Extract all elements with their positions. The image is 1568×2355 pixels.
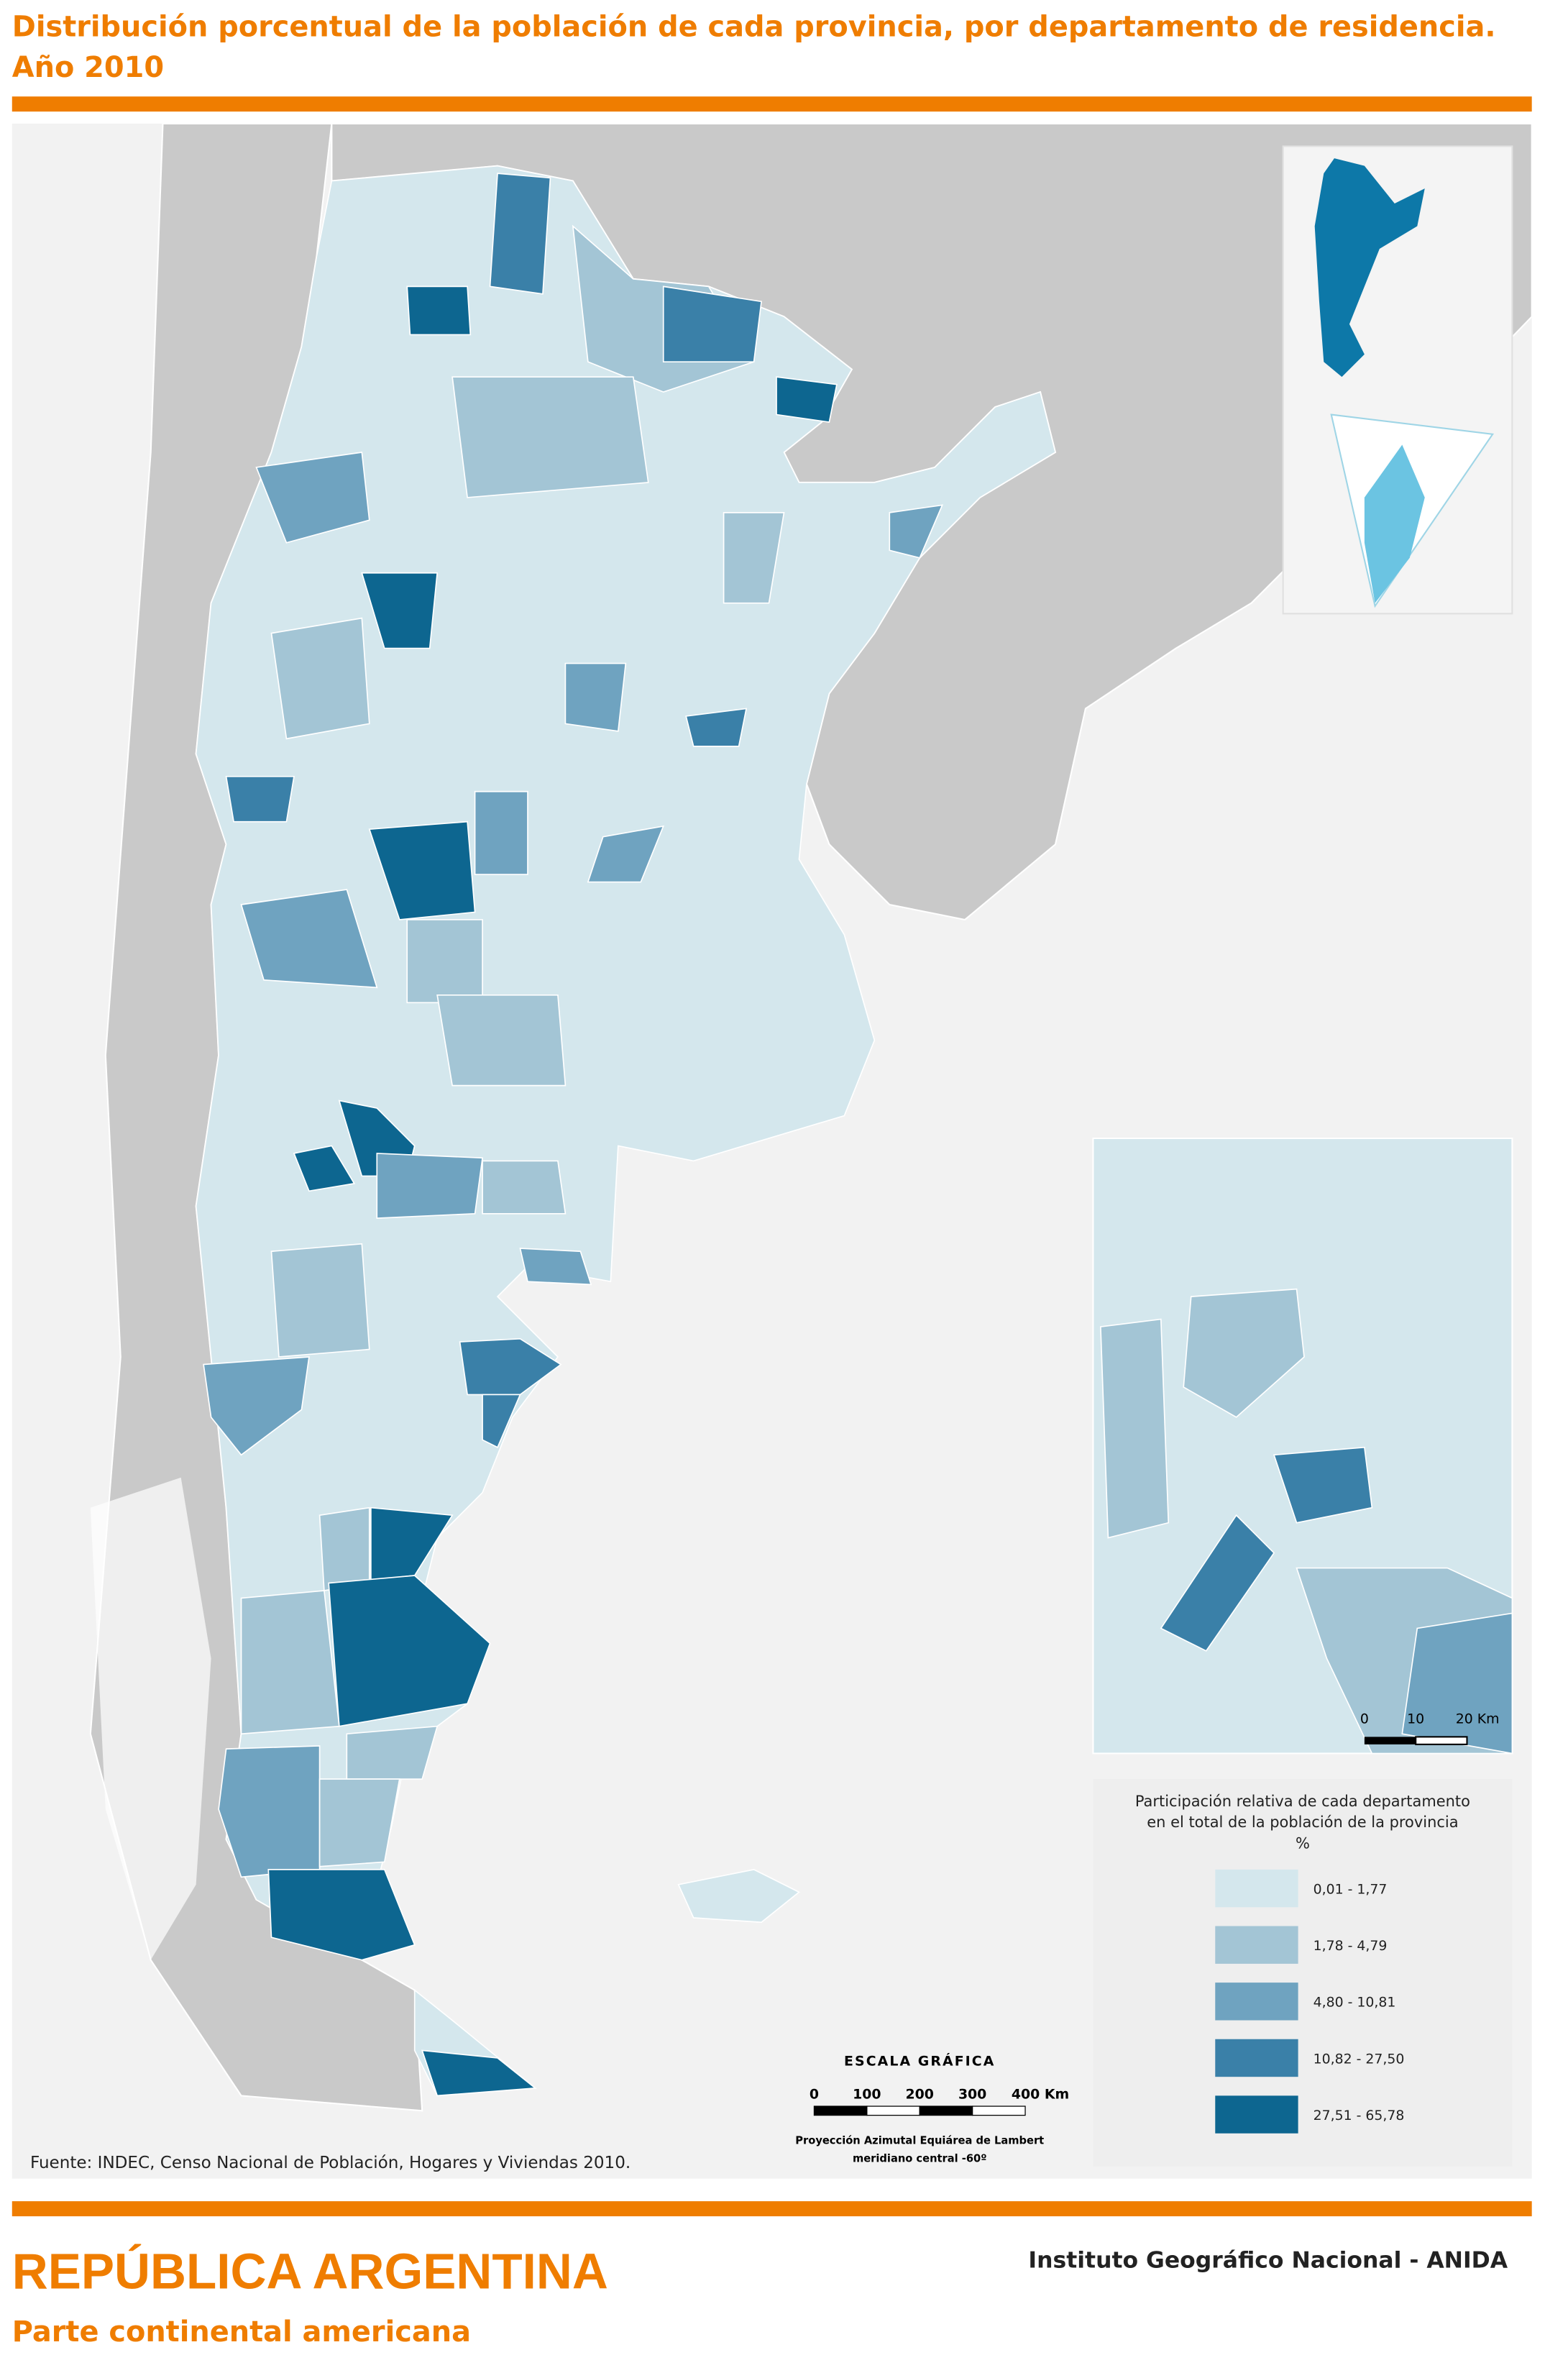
scale-title: ESCALA GRÁFICA bbox=[844, 2052, 995, 2069]
scale-label: 200 bbox=[906, 2087, 934, 2103]
detail-scale-bar bbox=[1415, 1736, 1468, 1745]
region bbox=[662, 285, 762, 363]
title-line: Año 2010 bbox=[12, 51, 164, 84]
legend-box bbox=[1093, 1779, 1513, 2167]
region bbox=[318, 1778, 400, 1867]
region bbox=[346, 1725, 439, 1780]
scale-segment bbox=[813, 2105, 868, 2116]
region bbox=[406, 285, 472, 336]
region bbox=[203, 1356, 310, 1456]
scale-segment bbox=[972, 2105, 1026, 2116]
footer-subtitle: Parte continental americana bbox=[12, 2315, 471, 2349]
detail-scale-label: 0 bbox=[1360, 1711, 1369, 1727]
region bbox=[270, 1243, 370, 1358]
legend-label: 27,51 - 65,78 bbox=[1313, 2108, 1405, 2123]
region bbox=[376, 1153, 484, 1219]
projection: meridiano central -60º bbox=[853, 2153, 987, 2165]
region bbox=[1160, 1514, 1275, 1652]
argentina bbox=[195, 165, 1056, 2097]
detail-scale-bar bbox=[1364, 1737, 1416, 1744]
region bbox=[564, 662, 627, 732]
scale-label: 0 bbox=[810, 2087, 819, 2103]
legend: Participación relativa de cada departame… bbox=[1135, 1793, 1470, 2134]
region bbox=[421, 2049, 537, 2097]
scale-segment bbox=[919, 2105, 973, 2116]
legend-label: 0,01 - 1,77 bbox=[1313, 1881, 1388, 1897]
region bbox=[255, 452, 370, 544]
legend-label: 4,80 - 10,81 bbox=[1313, 1995, 1396, 2011]
region bbox=[451, 376, 649, 498]
region bbox=[685, 708, 748, 747]
legend-title: en el total de la población de la provin… bbox=[1147, 1814, 1458, 1831]
region bbox=[293, 1145, 356, 1192]
region bbox=[482, 1394, 521, 1448]
region bbox=[436, 994, 567, 1087]
region bbox=[519, 1248, 592, 1286]
region bbox=[1401, 1612, 1513, 1755]
region bbox=[406, 919, 483, 1004]
legend-title: % bbox=[1296, 1835, 1310, 1852]
region bbox=[361, 572, 439, 649]
legend-swatch bbox=[1215, 1926, 1298, 1964]
legend-label: 1,78 - 4,79 bbox=[1313, 1938, 1388, 1954]
region bbox=[270, 617, 370, 740]
source: Fuente: INDEC, Censo Nacional de Poblaci… bbox=[30, 2154, 631, 2172]
projection: Proyección Azimutal Equiárea de Lambert bbox=[795, 2134, 1044, 2146]
region bbox=[489, 173, 551, 295]
region bbox=[482, 1160, 567, 1215]
scale-segment bbox=[866, 2105, 920, 2116]
scale-label: 100 bbox=[853, 2087, 881, 2103]
region bbox=[267, 1869, 416, 1961]
region bbox=[368, 820, 476, 920]
legend-swatch bbox=[1215, 1869, 1298, 1908]
detail-scale-label: 10 bbox=[1407, 1711, 1424, 1727]
detail-regions bbox=[1100, 1288, 1513, 1755]
footer-title: REPÚBLICA ARGENTINA bbox=[12, 2244, 608, 2300]
header-bar bbox=[12, 96, 1532, 112]
region bbox=[776, 376, 838, 424]
legend-swatch bbox=[1215, 1983, 1298, 2021]
legend-title: Participación relativa de cada departame… bbox=[1135, 1793, 1470, 1810]
legend-swatch bbox=[1215, 2039, 1298, 2077]
scale-label: 400 Km bbox=[1012, 2087, 1069, 2103]
region bbox=[474, 790, 528, 875]
region bbox=[225, 775, 295, 823]
footer-bar bbox=[12, 2201, 1532, 2217]
locator-antarctica bbox=[1364, 444, 1425, 603]
scale: 0 100 200 300 400 Km bbox=[810, 2087, 1069, 2116]
institution: Instituto Geográfico Nacional - ANIDA bbox=[1028, 2247, 1508, 2273]
region bbox=[723, 512, 785, 604]
title-line: Distribución porcentual de la población … bbox=[12, 10, 1496, 43]
region bbox=[1183, 1288, 1305, 1418]
locator-argentina bbox=[1314, 158, 1425, 378]
region bbox=[459, 1337, 562, 1396]
region bbox=[328, 1575, 491, 1727]
region bbox=[240, 889, 378, 989]
region bbox=[677, 1868, 801, 1924]
region bbox=[240, 1590, 340, 1735]
legend-swatch bbox=[1215, 2095, 1298, 2134]
legend-label: 10,82 - 27,50 bbox=[1313, 2051, 1405, 2067]
region bbox=[318, 1506, 370, 1591]
region bbox=[1100, 1318, 1170, 1539]
detail-scale-label: 20 Km bbox=[1456, 1711, 1500, 1727]
scale-label: 300 bbox=[958, 2087, 986, 2103]
region bbox=[1273, 1446, 1373, 1524]
region bbox=[889, 504, 944, 559]
region bbox=[587, 825, 665, 883]
ice-fields bbox=[90, 1477, 211, 1960]
